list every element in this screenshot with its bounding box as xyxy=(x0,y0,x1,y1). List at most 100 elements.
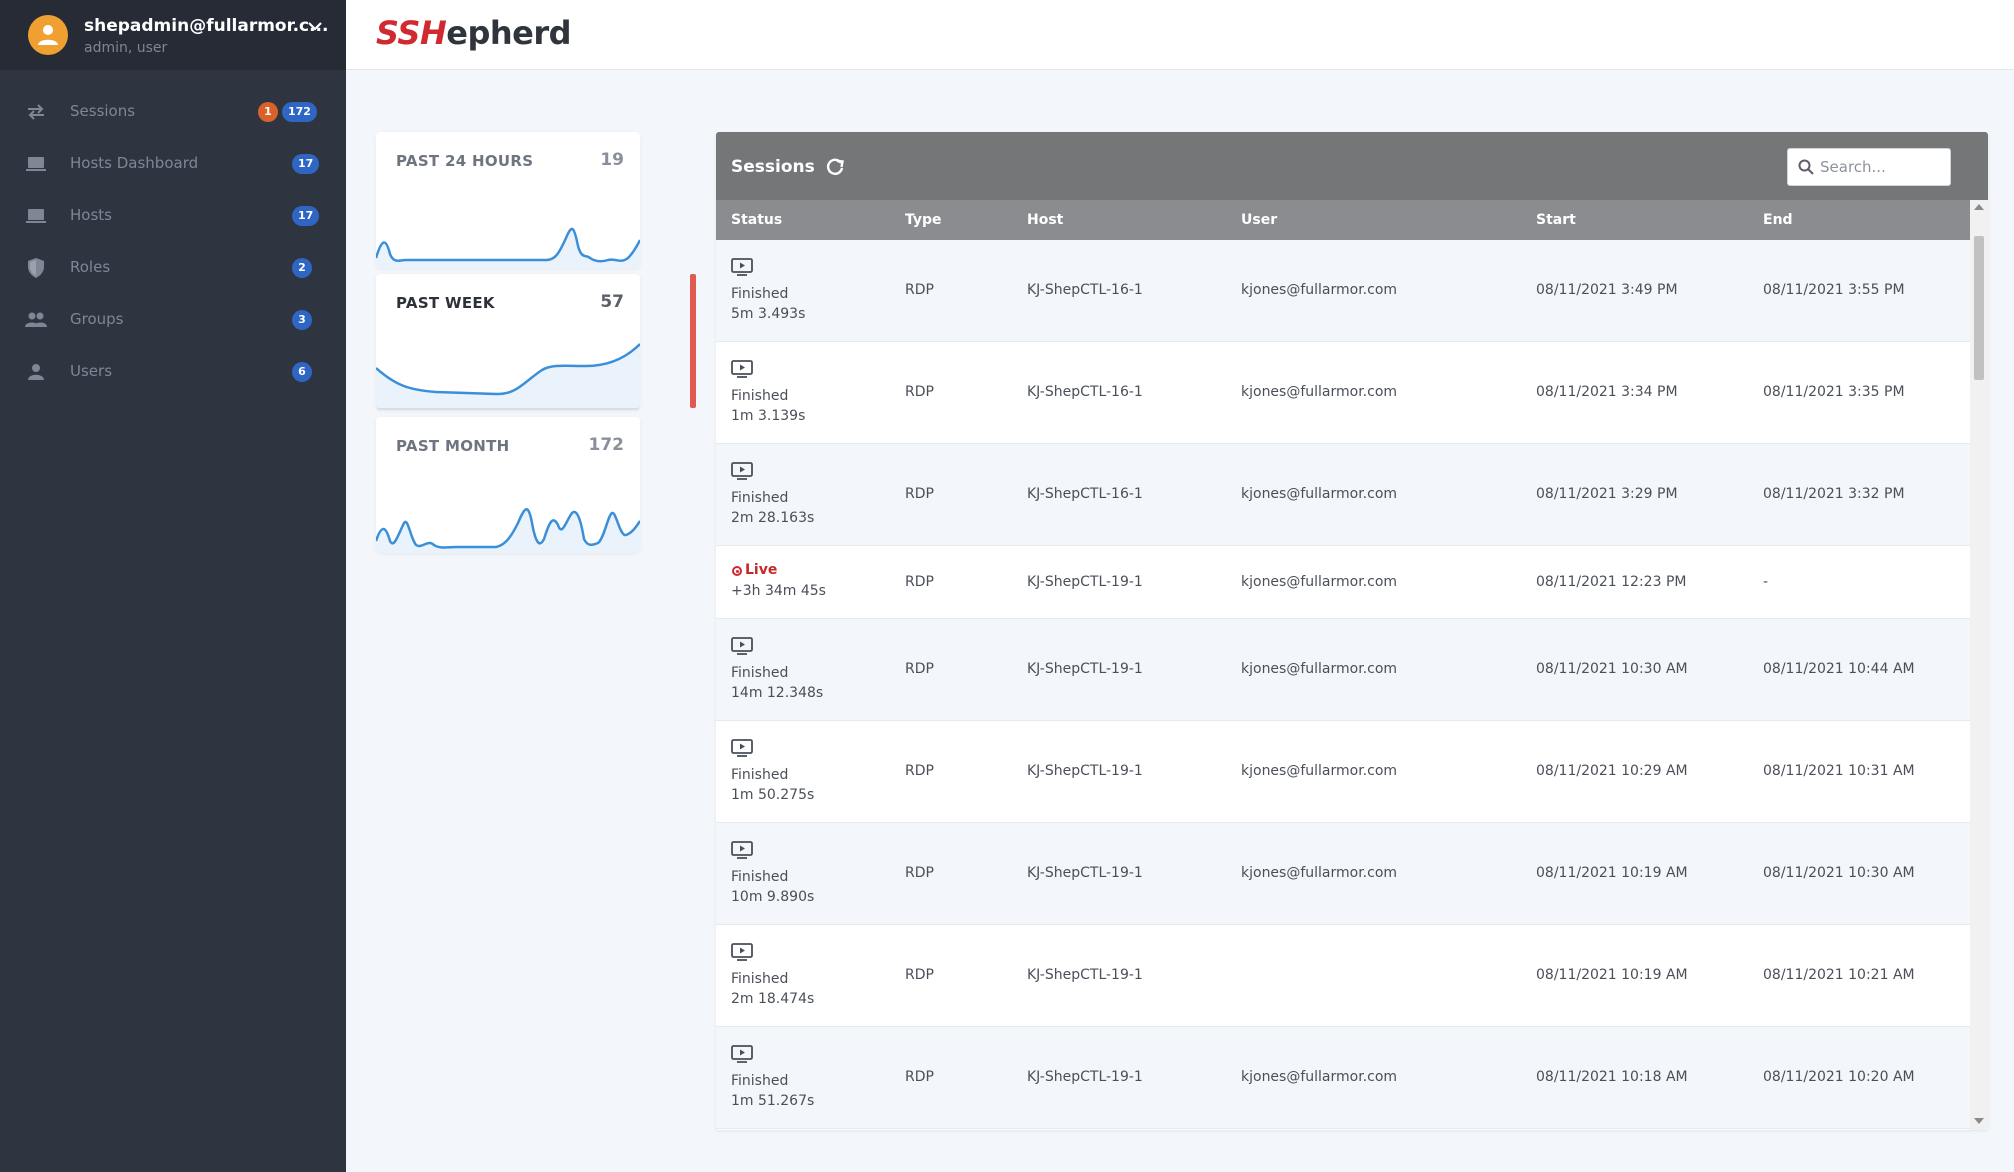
host-cell: KJ-ShepCTL-19-1 xyxy=(1027,574,1143,590)
app-logo[interactable]: SSHepherd xyxy=(376,14,572,52)
type-cell: RDP xyxy=(905,384,934,400)
refresh-icon[interactable] xyxy=(824,156,846,178)
play-recording-icon[interactable] xyxy=(731,462,753,480)
play-recording-icon[interactable] xyxy=(731,943,753,961)
stat-card-past-month[interactable]: PAST MONTH 172 xyxy=(376,417,640,553)
sidebar-item-label: Hosts Dashboard xyxy=(70,154,199,172)
end-cell: 08/11/2021 10:30 AM xyxy=(1763,865,1915,881)
play-recording-icon[interactable] xyxy=(731,360,753,378)
stat-value: 57 xyxy=(600,292,624,312)
scroll-thumb[interactable] xyxy=(1974,236,1984,380)
table-row[interactable]: Finished 2m 18.474s RDP KJ-ShepCTL-19-1 … xyxy=(716,925,1970,1027)
host-cell: KJ-ShepCTL-16-1 xyxy=(1027,384,1143,400)
end-cell: 08/11/2021 10:44 AM xyxy=(1763,661,1915,677)
sidebar-item-label: Sessions xyxy=(70,102,136,120)
status-label: Finished xyxy=(731,490,789,506)
scroll-down-icon[interactable] xyxy=(1974,1118,1984,1124)
top-bar: SSHepherd xyxy=(346,0,2014,70)
start-cell: 08/11/2021 3:34 PM xyxy=(1536,384,1678,400)
table-row[interactable]: Finished 1m 3.139s RDP KJ-ShepCTL-16-1 k… xyxy=(716,342,1970,444)
search-box[interactable] xyxy=(1787,148,1951,186)
sidebar-item-hosts-dashboard[interactable]: Hosts Dashboard 17 xyxy=(0,138,346,190)
play-recording-icon[interactable] xyxy=(731,1045,753,1063)
stat-value: 19 xyxy=(600,150,624,170)
table-row[interactable]: Finished 1m 51.267s RDP KJ-ShepCTL-19-1 … xyxy=(716,1027,1970,1129)
sidebar-item-label: Hosts xyxy=(70,206,112,224)
swap-arrows-icon xyxy=(28,104,44,120)
sidebar-item-label: Groups xyxy=(70,310,124,328)
chevron-down-icon[interactable] xyxy=(305,16,325,36)
status-label: Finished xyxy=(731,665,789,681)
end-cell: 08/11/2021 3:55 PM xyxy=(1763,282,1905,298)
column-header-status[interactable]: Status xyxy=(731,212,783,228)
host-cell: KJ-ShepCTL-16-1 xyxy=(1027,282,1143,298)
sidebar-item-sessions[interactable]: Sessions 1 172 xyxy=(0,86,346,138)
laptop-icon xyxy=(26,209,46,223)
start-cell: 08/11/2021 10:29 AM xyxy=(1536,763,1688,779)
duration: 10m 9.890s xyxy=(731,889,815,905)
status-live-label[interactable]: Live xyxy=(745,562,778,578)
sidebar-item-hosts[interactable]: Hosts 17 xyxy=(0,190,346,242)
search-input[interactable] xyxy=(1820,156,1944,178)
user-roles: admin, user xyxy=(84,40,168,56)
avatar xyxy=(28,15,68,55)
table-row[interactable]: Live +3h 34m 45s RDP KJ-ShepCTL-19-1 kjo… xyxy=(716,546,1970,619)
end-cell: - xyxy=(1763,574,1769,590)
host-cell: KJ-ShepCTL-19-1 xyxy=(1027,763,1143,779)
count-badge: 2 xyxy=(292,258,312,278)
duration: 5m 3.493s xyxy=(731,306,806,322)
user-cell: kjones@fullarmor.com xyxy=(1241,865,1398,881)
table-row[interactable]: Finished 5m 3.493s RDP KJ-ShepCTL-16-1 k… xyxy=(716,240,1970,342)
stat-title: PAST 24 HOURS xyxy=(396,152,534,170)
table-row[interactable]: Finished 1m 50.275s RDP KJ-ShepCTL-19-1 … xyxy=(716,721,1970,823)
play-recording-icon[interactable] xyxy=(731,637,753,655)
table-scrollbar[interactable] xyxy=(1970,200,1988,1130)
start-cell: 08/11/2021 10:19 AM xyxy=(1536,865,1688,881)
stat-title: PAST WEEK xyxy=(396,294,495,312)
panel-header: Sessions xyxy=(716,132,1988,200)
stat-title: PAST MONTH xyxy=(396,437,510,455)
user-menu[interactable]: shepadmin@fullarmor.c... admin, user xyxy=(0,0,346,70)
sidebar-item-users[interactable]: Users 6 xyxy=(0,346,346,398)
stat-card-past-week[interactable]: PAST WEEK 57 xyxy=(376,274,640,410)
sessions-panel: Sessions Status Type Host User Start End… xyxy=(716,132,1988,1130)
play-recording-icon[interactable] xyxy=(731,258,753,276)
sessions-live-badge: 1 xyxy=(258,102,278,122)
user-cell: kjones@fullarmor.com xyxy=(1241,661,1398,677)
person-icon xyxy=(38,25,58,45)
table-row[interactable]: Finished 10m 9.890s RDP KJ-ShepCTL-19-1 … xyxy=(716,823,1970,925)
sidebar-item-label: Roles xyxy=(70,258,111,276)
search-icon xyxy=(1798,159,1814,175)
scroll-up-icon[interactable] xyxy=(1974,204,1984,210)
column-header-start[interactable]: Start xyxy=(1536,212,1576,228)
type-cell: RDP xyxy=(905,865,934,881)
host-cell: KJ-ShepCTL-19-1 xyxy=(1027,967,1143,983)
play-recording-icon[interactable] xyxy=(731,841,753,859)
duration: 1m 50.275s xyxy=(731,787,815,803)
table-row[interactable]: Finished 2m 28.163s RDP KJ-ShepCTL-16-1 … xyxy=(716,444,1970,546)
start-cell: 08/11/2021 12:23 PM xyxy=(1536,574,1687,590)
user-email: shepadmin@fullarmor.c... xyxy=(84,16,329,36)
table-row[interactable]: Finished 14m 12.348s RDP KJ-ShepCTL-19-1… xyxy=(716,619,1970,721)
type-cell: RDP xyxy=(905,574,934,590)
column-header-user[interactable]: User xyxy=(1241,212,1278,228)
duration: +3h 34m 45s xyxy=(731,583,826,599)
sidebar-item-roles[interactable]: Roles 2 xyxy=(0,242,346,294)
stat-card-past-24-hours[interactable]: PAST 24 HOURS 19 xyxy=(376,132,640,268)
sidebar-item-groups[interactable]: Groups 3 xyxy=(0,294,346,346)
column-header-type[interactable]: Type xyxy=(905,212,942,228)
table-header: Status Type Host User Start End xyxy=(716,200,1970,240)
live-icon xyxy=(732,566,742,576)
play-recording-icon[interactable] xyxy=(731,739,753,757)
stat-value: 172 xyxy=(588,435,625,455)
panel-title: Sessions xyxy=(731,157,815,177)
type-cell: RDP xyxy=(905,763,934,779)
status-label: Finished xyxy=(731,869,789,885)
user-cell: kjones@fullarmor.com xyxy=(1241,574,1398,590)
column-header-host[interactable]: Host xyxy=(1027,212,1064,228)
type-cell: RDP xyxy=(905,661,934,677)
column-header-end[interactable]: End xyxy=(1763,212,1793,228)
sparkline-chart xyxy=(376,508,640,553)
start-cell: 08/11/2021 10:19 AM xyxy=(1536,967,1688,983)
status-label: Finished xyxy=(731,767,789,783)
